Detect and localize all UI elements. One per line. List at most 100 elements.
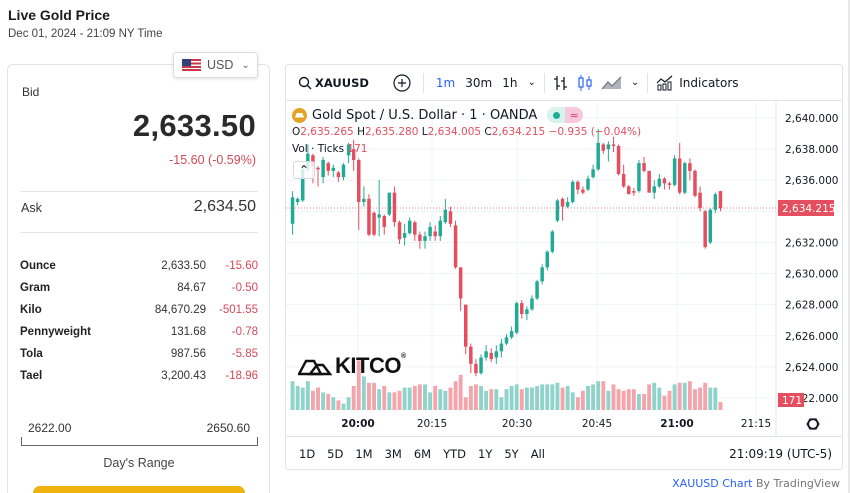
market-status-pill[interactable]: ≈ (547, 107, 584, 123)
unit-name: Tola (20, 348, 43, 360)
range-5y[interactable]: 5Y (504, 447, 519, 461)
collapse-legend-button[interactable]: ⌃ (293, 161, 315, 179)
range-6m[interactable]: 6M (413, 447, 432, 461)
ask-price: 2,634.50 (193, 198, 256, 215)
svg-text:20:45: 20:45 (582, 418, 612, 430)
delayed-data-icon: ≈ (565, 107, 584, 123)
bid-label: Bid (22, 85, 40, 99)
svg-text:20:15: 20:15 (417, 418, 447, 430)
page-timestamp: Dec 01, 2024 - 21:09 NY Time (8, 28, 163, 40)
low-value: 2,634.005 (427, 126, 482, 138)
indicators-button[interactable]: Indicators (656, 65, 739, 100)
chart-settings-gear-icon[interactable] (806, 418, 820, 430)
unit-change: -15.60 (225, 260, 258, 272)
svg-text:171: 171 (782, 395, 802, 407)
interval-1m[interactable]: 1m (435, 75, 456, 90)
kitco-bars-icon (298, 359, 332, 376)
volume-label: Vol · Ticks (292, 143, 345, 155)
symbol-search-button[interactable]: XAUUSD (298, 65, 369, 100)
svg-text:2,630.000: 2,630.000 (785, 269, 838, 281)
ask-label: Ask (21, 201, 42, 215)
xauusd-chart-link[interactable]: XAUUSD Chart (672, 477, 753, 490)
range-3m[interactable]: 3M (384, 447, 402, 461)
close-value: 2,634.215 (491, 126, 546, 138)
unit-price: 131.68 (170, 326, 206, 338)
range-5d[interactable]: 5D (327, 447, 344, 461)
unit-row-kilo: Kilo 84,670.29 -501.55 (20, 299, 258, 321)
compare-symbol-button[interactable] (393, 65, 411, 100)
svg-text:2,628.000: 2,628.000 (785, 300, 838, 312)
svg-text:2,632.000: 2,632.000 (785, 237, 838, 249)
range-1y[interactable]: 1Y (478, 447, 493, 461)
unit-name: Tael (20, 370, 43, 382)
day-range-high: 2650.60 (206, 421, 250, 435)
unit-change: -0.78 (231, 326, 258, 338)
indicators-icon (656, 75, 673, 90)
search-icon (298, 76, 312, 89)
unit-name: Ounce (20, 260, 56, 272)
bid-price: 2,633.50 (132, 108, 256, 143)
chart-title: Gold Spot / U.S. Dollar · 1 · OANDA (312, 107, 538, 123)
kitco-wordmark: KITCO (335, 353, 401, 378)
bid-change: -15.60 (-0.59%) (169, 153, 256, 167)
bar-chart-icon (553, 75, 567, 90)
bars-style-button[interactable] (553, 65, 569, 100)
change-value: −0.935 (−0.04%) (548, 126, 642, 138)
candles-style-button[interactable] (577, 65, 593, 100)
ohlc-values: O2,635.265 H2,635.280 L2,634.005 C2,634.… (292, 126, 641, 138)
range-all[interactable]: All (530, 447, 545, 461)
unit-name: Kilo (20, 304, 42, 316)
area-chart-icon (601, 76, 622, 89)
buy-gold-button[interactable] (33, 486, 245, 493)
currency-select[interactable]: USD ⌄ (173, 52, 258, 78)
unit-price: 987.56 (170, 348, 206, 360)
price-card (7, 64, 270, 493)
toolbar-separator (422, 72, 424, 93)
chart-clock[interactable]: 21:09:19 (UTC-5) (729, 447, 832, 461)
tradingview-attribution[interactable]: XAUUSD Chart By TradingView (672, 477, 840, 490)
day-range-label: Day's Range (103, 456, 175, 470)
interval-dropdown-chevron-icon[interactable]: ⌄ (527, 77, 536, 88)
svg-text:21:15: 21:15 (741, 418, 771, 430)
high-value: 2,635.280 (364, 126, 419, 138)
interval-1h[interactable]: 1h (502, 75, 518, 90)
svg-text:2,626.000: 2,626.000 (785, 331, 838, 343)
interval-30m[interactable]: 30m (465, 75, 493, 90)
toolbar-separator (647, 72, 649, 93)
unit-change: -0.50 (231, 282, 258, 294)
price-plot[interactable]: 2,640.000 2,638.000 2,636.000 2,632.000 2,63… (286, 102, 843, 436)
unit-price: 84.67 (177, 282, 206, 294)
unit-name: Pennyweight (20, 326, 91, 338)
attribution-suffix: By TradingView (752, 477, 840, 490)
divider (20, 191, 258, 192)
unit-change: -5.85 (231, 348, 258, 360)
svg-text:2,640.000: 2,640.000 (785, 113, 838, 125)
svg-text:2,624.000: 2,624.000 (785, 362, 838, 374)
unit-price: 84,670.29 (154, 304, 206, 316)
unit-row-tola: Tola 987.56 -5.85 (20, 343, 258, 365)
area-style-button[interactable] (601, 65, 623, 100)
range-1d[interactable]: 1D (299, 447, 316, 461)
day-range-bar (21, 437, 258, 446)
range-1m[interactable]: 1M (355, 447, 373, 461)
unit-row-ounce: Ounce 2,633.50 -15.60 (20, 255, 258, 277)
unit-row-tael: Tael 3,200.43 -18.96 (20, 365, 258, 387)
unit-change: -501.55 (218, 304, 258, 316)
unit-price-table: Ounce 2,633.50 -15.60 Gram 84.67 -0.50 K… (20, 255, 258, 387)
unit-price: 3,200.43 (161, 370, 206, 382)
unit-change: -18.96 (225, 370, 258, 382)
range-ytd[interactable]: YTD (443, 447, 466, 461)
low-label: L (421, 126, 428, 138)
page-title: Live Gold Price (8, 7, 110, 23)
market-open-dot-icon (547, 107, 566, 123)
us-flag-icon (182, 59, 201, 71)
tradingview-chart[interactable]: XAUUSD 1m 30m 1h ⌄ ⌄ Indicators Gold Spo… (285, 64, 843, 470)
svg-text:21:00: 21:00 (660, 418, 693, 430)
unit-row-pennyweight: Pennyweight 131.68 -0.78 (20, 321, 258, 343)
chart-style-dropdown-chevron-icon[interactable]: ⌄ (630, 77, 640, 88)
page-scrollbar[interactable] (848, 0, 850, 493)
volume-legend: Vol · Ticks 171 (292, 143, 641, 155)
high-label: H (357, 126, 365, 138)
date-range-bar: 1D 5D 1M 3M 6M YTD 1Y 5Y All 21:09:19 (U… (286, 436, 842, 469)
gold-bar-icon (292, 107, 307, 123)
